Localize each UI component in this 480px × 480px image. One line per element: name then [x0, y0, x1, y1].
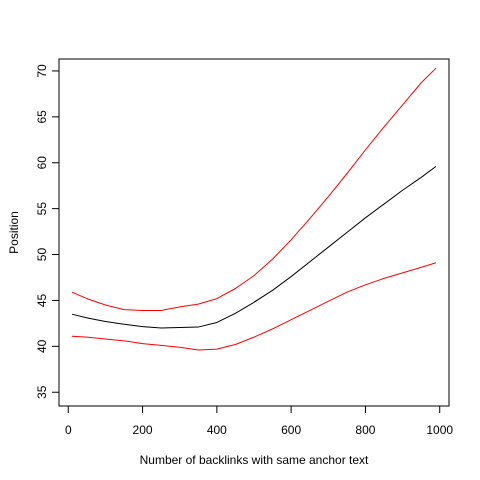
x-axis-title: Number of backlinks with same anchor tex…	[140, 453, 369, 467]
x-tick-label: 1000	[426, 423, 453, 437]
y-axis-title: Position	[7, 211, 21, 254]
series-line-band-1	[71, 67, 437, 312]
axis-layer: 0 200 400 600 800 1000 35 40 45 50 55 60 65 70	[35, 64, 453, 437]
x-tick-label: 200	[133, 423, 153, 437]
y-tick-label: 65	[35, 110, 49, 124]
series-line-fit	[71, 165, 437, 329]
y-tick-label: 70	[35, 64, 49, 78]
plot-frame	[58, 58, 450, 407]
series-layer	[71, 67, 437, 351]
y-tick-label: 55	[35, 202, 49, 216]
x-tick-label: 0	[65, 423, 72, 437]
y-tick-label: 40	[35, 339, 49, 353]
y-tick-label: 45	[35, 293, 49, 307]
y-tick-label: 35	[35, 385, 49, 399]
x-tick-label: 600	[281, 423, 301, 437]
y-tick-label: 60	[35, 156, 49, 170]
x-tick-label: 800	[355, 423, 375, 437]
series-line-band-2	[71, 262, 437, 351]
x-tick-label: 400	[207, 423, 227, 437]
y-tick-label: 50	[35, 248, 49, 262]
